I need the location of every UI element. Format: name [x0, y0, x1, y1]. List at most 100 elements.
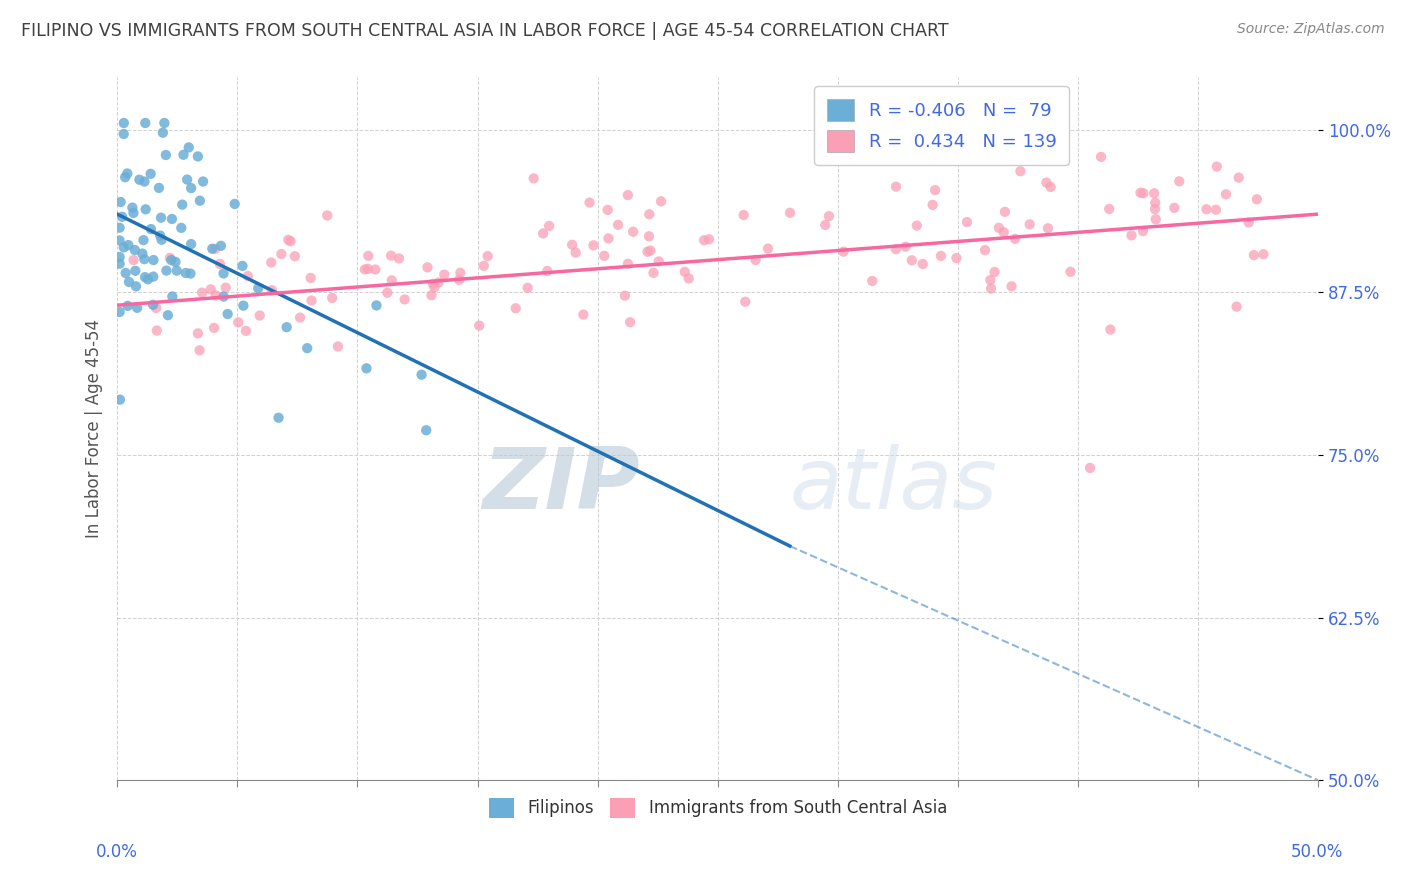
Point — [201, 242, 224, 256]
Point — [427, 276, 450, 290]
Point — [364, 262, 387, 277]
Point — [1121, 228, 1143, 243]
Point — [983, 265, 1005, 279]
Point — [112, 240, 135, 254]
Point — [142, 253, 165, 268]
Point — [945, 251, 967, 265]
Point — [217, 307, 239, 321]
Point — [1253, 247, 1275, 261]
Point — [321, 291, 343, 305]
Point — [148, 181, 170, 195]
Point — [267, 410, 290, 425]
Point — [177, 140, 200, 154]
Point — [1018, 217, 1040, 231]
Point — [818, 209, 841, 223]
Point — [277, 233, 299, 247]
Point — [900, 253, 922, 268]
Point — [162, 289, 184, 303]
Point — [1078, 461, 1101, 475]
Point — [617, 188, 640, 202]
Point — [159, 251, 181, 265]
Point — [572, 308, 595, 322]
Point — [135, 202, 157, 217]
Point — [744, 252, 766, 267]
Point — [127, 301, 149, 315]
Point — [165, 255, 187, 269]
Point — [637, 244, 659, 259]
Point — [860, 274, 883, 288]
Point — [160, 253, 183, 268]
Point — [516, 281, 538, 295]
Point — [1243, 248, 1265, 262]
Point — [134, 116, 156, 130]
Point — [149, 228, 172, 243]
Point — [155, 148, 177, 162]
Point — [108, 257, 131, 271]
Point — [1144, 212, 1167, 227]
Point — [619, 315, 641, 329]
Point — [134, 270, 156, 285]
Point — [956, 215, 979, 229]
Point — [209, 239, 232, 253]
Point — [366, 298, 388, 312]
Point — [121, 201, 143, 215]
Point — [112, 127, 135, 141]
Point — [176, 172, 198, 186]
Point — [108, 305, 131, 319]
Point — [1129, 186, 1152, 200]
Point — [779, 206, 801, 220]
Point — [150, 211, 173, 225]
Point — [128, 172, 150, 186]
Point — [578, 195, 600, 210]
Point — [122, 206, 145, 220]
Point — [187, 149, 209, 163]
Point — [125, 279, 148, 293]
Point — [929, 249, 952, 263]
Point — [357, 249, 380, 263]
Point — [564, 245, 586, 260]
Point — [114, 266, 136, 280]
Point — [449, 273, 471, 287]
Point — [472, 259, 495, 273]
Point — [650, 194, 672, 209]
Point — [284, 249, 307, 263]
Point — [884, 179, 907, 194]
Point — [415, 423, 437, 437]
Point — [249, 309, 271, 323]
Point — [132, 233, 155, 247]
Point — [114, 170, 136, 185]
Point — [172, 197, 194, 211]
Point — [621, 225, 644, 239]
Point — [1132, 224, 1154, 238]
Point — [155, 263, 177, 277]
Point — [188, 194, 211, 208]
Point — [423, 280, 446, 294]
Point — [1246, 192, 1268, 206]
Point — [538, 219, 561, 233]
Point — [814, 218, 837, 232]
Point — [449, 266, 471, 280]
Point — [108, 250, 131, 264]
Point — [150, 233, 173, 247]
Point — [212, 267, 235, 281]
Point — [420, 288, 443, 302]
Point — [208, 257, 231, 271]
Point — [1144, 202, 1167, 216]
Point — [108, 234, 131, 248]
Point — [205, 288, 228, 302]
Point — [697, 232, 720, 246]
Point — [381, 273, 404, 287]
Point — [1144, 195, 1167, 210]
Point — [433, 268, 456, 282]
Point — [131, 246, 153, 260]
Point — [170, 220, 193, 235]
Point — [122, 253, 145, 268]
Point — [270, 247, 292, 261]
Point — [260, 283, 283, 297]
Point — [174, 266, 197, 280]
Point — [288, 310, 311, 325]
Point — [145, 301, 167, 315]
Point — [280, 234, 302, 248]
Point — [673, 265, 696, 279]
Point — [136, 272, 159, 286]
